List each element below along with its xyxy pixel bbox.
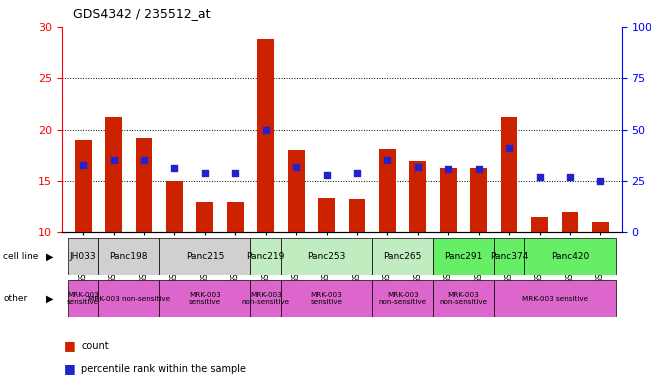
Text: percentile rank within the sample: percentile rank within the sample xyxy=(81,364,246,374)
Bar xyxy=(75,140,92,232)
Text: Panc374: Panc374 xyxy=(490,252,529,261)
Text: Panc253: Panc253 xyxy=(307,252,346,261)
Point xyxy=(382,157,393,164)
Point xyxy=(504,145,514,151)
Bar xyxy=(257,39,274,232)
Bar xyxy=(159,280,251,317)
Text: Panc265: Panc265 xyxy=(383,252,422,261)
Bar xyxy=(318,199,335,232)
Bar xyxy=(281,238,372,275)
Bar xyxy=(440,167,456,232)
Text: GDS4342 / 235512_at: GDS4342 / 235512_at xyxy=(73,7,210,20)
Bar xyxy=(349,199,365,232)
Bar xyxy=(562,212,578,232)
Bar xyxy=(494,280,616,317)
Bar xyxy=(433,280,494,317)
Bar xyxy=(531,217,548,232)
Bar xyxy=(251,280,281,317)
Point xyxy=(78,161,89,167)
Bar xyxy=(494,238,524,275)
Bar xyxy=(409,161,426,232)
Text: MRK-003 non-sensitive: MRK-003 non-sensitive xyxy=(88,296,170,301)
Point xyxy=(200,170,210,176)
Text: MRK-003
sensitive: MRK-003 sensitive xyxy=(189,292,221,305)
Bar xyxy=(372,280,433,317)
Bar xyxy=(433,238,494,275)
Bar xyxy=(159,238,251,275)
Bar xyxy=(251,238,281,275)
Bar xyxy=(379,149,396,232)
Text: Panc420: Panc420 xyxy=(551,252,589,261)
Bar xyxy=(372,238,433,275)
Text: MRK-003
non-sensitive: MRK-003 non-sensitive xyxy=(379,292,426,305)
Text: ▶: ▶ xyxy=(46,251,53,262)
Text: MRK-003
sensitive: MRK-003 sensitive xyxy=(311,292,342,305)
Text: cell line: cell line xyxy=(3,252,38,261)
Bar xyxy=(105,117,122,232)
Bar xyxy=(98,280,159,317)
Point xyxy=(413,164,423,170)
Point xyxy=(565,174,575,180)
Bar xyxy=(501,117,518,232)
Bar xyxy=(166,181,183,232)
Point xyxy=(534,174,545,180)
Bar xyxy=(135,138,152,232)
Point xyxy=(322,172,332,178)
Text: ■: ■ xyxy=(64,339,76,352)
Bar xyxy=(470,167,487,232)
Text: count: count xyxy=(81,341,109,351)
Text: MRK-003
non-sensitive: MRK-003 non-sensitive xyxy=(242,292,290,305)
Text: ■: ■ xyxy=(64,362,76,375)
Text: Panc215: Panc215 xyxy=(186,252,224,261)
Bar xyxy=(98,238,159,275)
Point xyxy=(169,164,180,170)
Text: MRK-003
non-sensitive: MRK-003 non-sensitive xyxy=(439,292,488,305)
Bar xyxy=(68,280,98,317)
Text: JH033: JH033 xyxy=(70,252,96,261)
Point xyxy=(139,157,149,164)
Point xyxy=(443,166,454,172)
Text: Panc219: Panc219 xyxy=(247,252,285,261)
Point xyxy=(108,157,118,164)
Text: MRK-003 sensitive: MRK-003 sensitive xyxy=(521,296,588,301)
Text: Panc291: Panc291 xyxy=(444,252,482,261)
Bar xyxy=(524,238,616,275)
Point xyxy=(260,127,271,133)
Text: ▶: ▶ xyxy=(46,293,53,304)
Point xyxy=(473,166,484,172)
Point xyxy=(230,170,240,176)
Point xyxy=(291,164,301,170)
Point xyxy=(352,170,362,176)
Bar xyxy=(281,280,372,317)
Bar xyxy=(68,238,98,275)
Bar xyxy=(288,150,305,232)
Text: other: other xyxy=(3,294,27,303)
Bar xyxy=(197,202,214,232)
Bar xyxy=(592,222,609,232)
Point xyxy=(595,178,605,184)
Text: Panc198: Panc198 xyxy=(109,252,148,261)
Text: MRK-003
sensitive: MRK-003 sensitive xyxy=(67,292,99,305)
Bar xyxy=(227,202,243,232)
